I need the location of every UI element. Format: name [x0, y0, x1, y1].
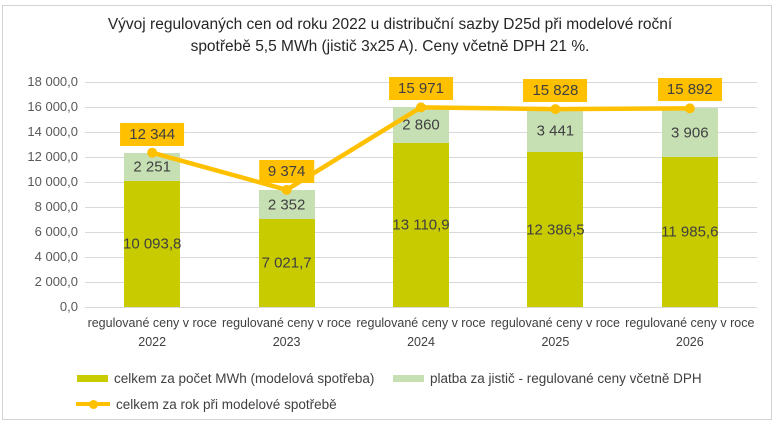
total-data-label: 12 344: [120, 122, 185, 146]
y-axis-tick-label: 8 000,0: [34, 199, 78, 214]
x-axis-label-year: 2023: [272, 334, 301, 349]
legend-item-jistic: platba za jistič - regulované ceny včetn…: [393, 369, 702, 387]
gridline: [85, 306, 757, 308]
bar-label-mwh: 13 110,9: [392, 216, 450, 234]
legend-item-total: celkem za rok při modelové spotřebě: [76, 395, 337, 413]
legend-label-total: celkem za rok při modelové spotřebě: [116, 396, 337, 412]
x-axis-label-year: 2022: [138, 334, 167, 349]
y-axis-tick-label: 10 000,0: [27, 174, 78, 189]
legend-swatch-jistic-icon: [393, 374, 424, 382]
x-axis-label-text: regulované ceny v roce: [87, 316, 217, 330]
y-axis-tick-label: 16 000,0: [27, 99, 78, 114]
x-axis-label-year: 2024: [407, 334, 435, 349]
legend-label-mwh: celkem za počet MWh (modelová spotřeba): [114, 370, 375, 386]
chart-title-line-2: spotřebě 5,5 MWh (jistič 3x25 A). Ceny v…: [190, 38, 590, 55]
total-data-label: 15 892: [657, 78, 722, 102]
x-axis-label-text: regulované ceny v roce: [625, 316, 755, 330]
bar-label-mwh: 10 093,8: [122, 235, 182, 253]
bar-label-mwh: 7 021,7: [261, 254, 312, 272]
chart-title-line-1: Vývoj regulovaných cen od roku 2022 u di…: [107, 16, 673, 33]
y-axis-tick-label: 14 000,0: [27, 124, 78, 139]
bar-segment-mwh: [258, 219, 315, 307]
y-axis-tick-label: 4 000,0: [34, 249, 78, 264]
x-axis-label: regulované ceny v roce 2026: [620, 314, 760, 351]
y-axis-tick-label: 12 000,0: [27, 149, 78, 164]
x-axis-label-text: regulované ceny v roce: [490, 316, 621, 330]
y-axis-tick-label: 18 000,0: [27, 74, 78, 89]
bar-segment-mwh: [124, 180, 181, 307]
x-axis-label-text: regulované ceny v roce: [356, 316, 486, 330]
legend-swatch-total-line-icon: [76, 399, 110, 409]
x-axis-label-year: 2026: [675, 334, 704, 349]
bar-label-mwh: 12 386,5: [526, 221, 585, 239]
x-axis-label: regulované ceny v roce 2022: [82, 314, 222, 351]
bar-label-mwh: 11 985,6: [661, 223, 719, 241]
bar-label-jistic: 2 352: [267, 196, 306, 214]
y-axis-tick-label: 6 000,0: [34, 224, 78, 239]
x-axis-label: regulované ceny v roce 2023: [217, 314, 357, 351]
y-axis-tick-label: 0,0: [59, 299, 78, 314]
legend-item-mwh: celkem za počet MWh (modelová spotřeba): [77, 369, 374, 387]
legend-label-jistic: platba za jistič - regulované ceny včetn…: [430, 370, 702, 386]
total-data-label: 9 374: [258, 159, 315, 183]
x-axis-label-year: 2025: [541, 334, 570, 349]
total-data-label: 15 828: [523, 79, 588, 103]
legend-swatch-mwh-icon: [77, 374, 108, 382]
x-axis-label: regulované ceny v roce 2024: [351, 314, 491, 351]
x-axis-label-text: regulované ceny v roce: [221, 316, 352, 330]
total-data-label: 15 971: [389, 77, 453, 101]
x-axis-label: regulované ceny v roce 2025: [485, 314, 625, 351]
y-axis-tick-label: 2 000,0: [34, 274, 78, 289]
chart-title: Vývoj regulovaných cen od roku 2022 u di…: [0, 14, 780, 58]
